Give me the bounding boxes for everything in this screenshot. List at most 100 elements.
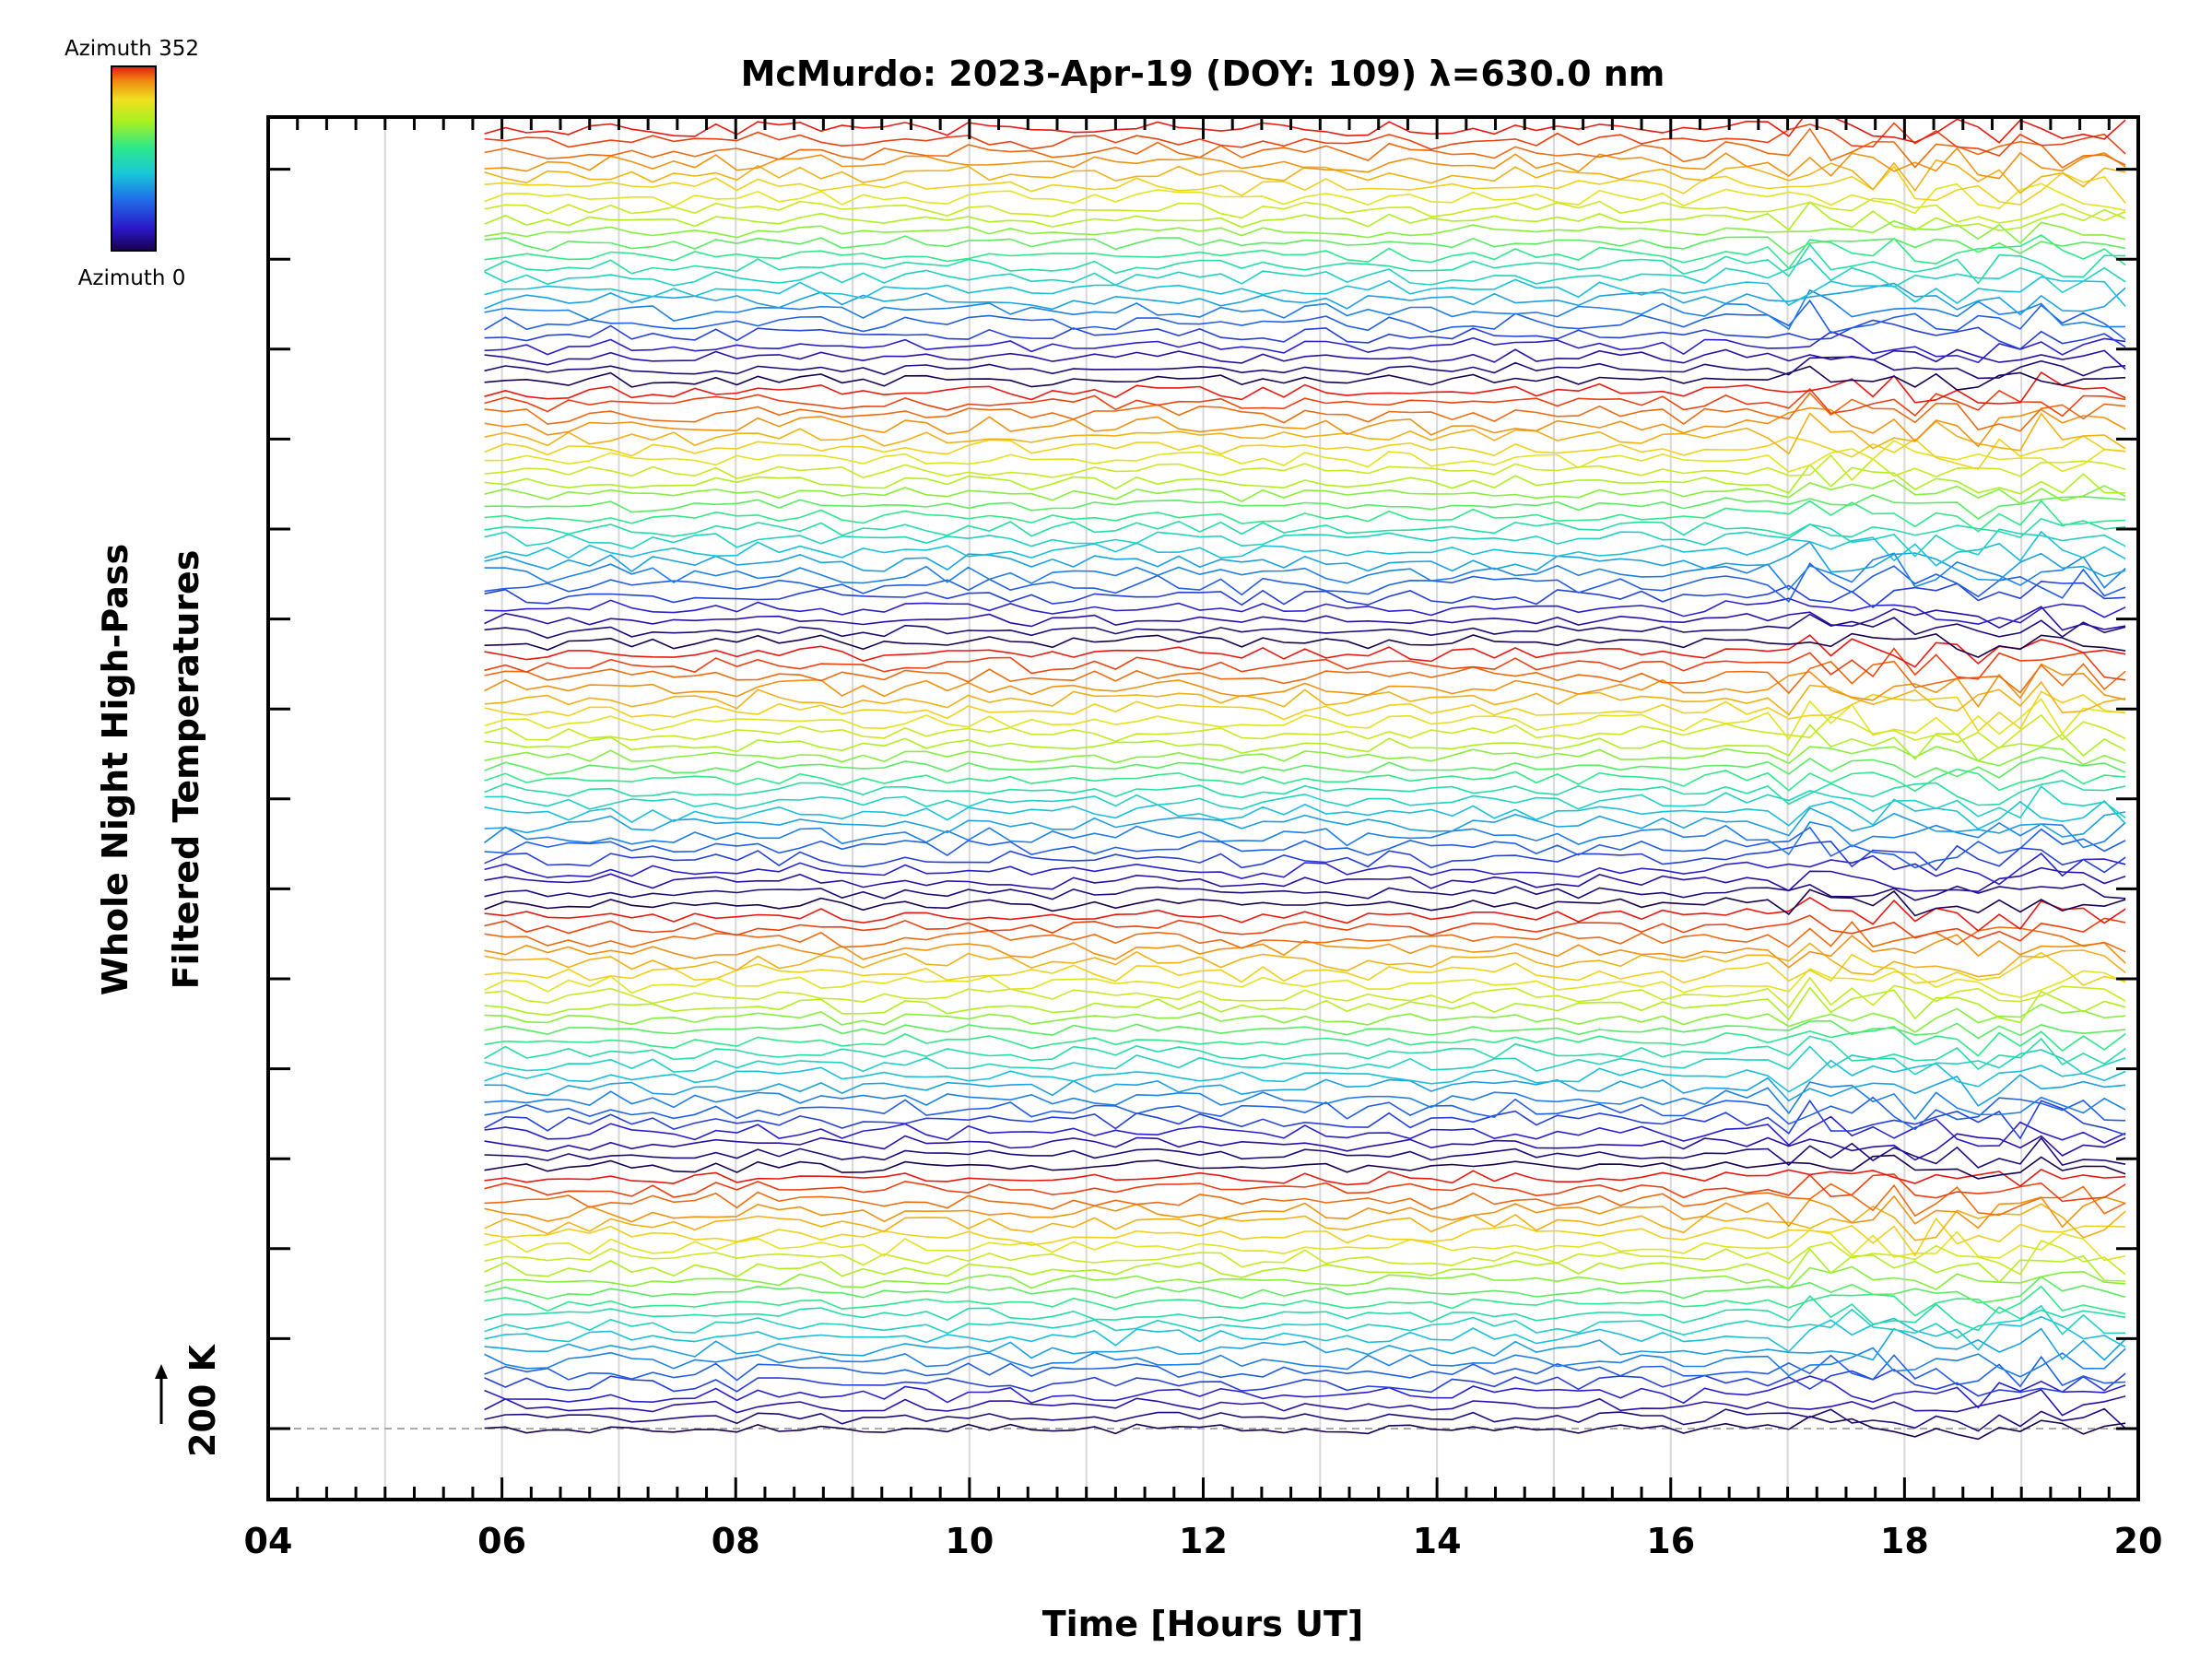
y-reference-indicator: 200 K [155, 1343, 223, 1457]
temperature-trace [484, 690, 2126, 733]
temperature-trace [484, 552, 2126, 591]
temperature-trace [484, 756, 2126, 779]
temperature-trace [484, 1327, 2126, 1361]
temperature-trace [484, 234, 2126, 270]
temperature-trace [484, 524, 2126, 558]
temperature-trace [484, 348, 2126, 371]
temperature-trace [484, 768, 2126, 793]
temperature-trace [484, 1415, 2126, 1441]
temperature-trace [484, 200, 2126, 231]
temperature-trace [484, 197, 2126, 224]
temperature-trace [484, 288, 2126, 331]
temperature-trace [484, 1059, 2126, 1093]
x-tick-label: 16 [1646, 1521, 1695, 1561]
temperature-trace [484, 1304, 2126, 1339]
y-reference-arrowhead [155, 1364, 168, 1379]
temperature-trace [484, 530, 2126, 567]
temperature-trace [484, 1099, 2126, 1140]
temperature-trace [484, 1407, 2126, 1432]
temperature-trace [484, 1154, 2126, 1180]
temperature-trace [484, 219, 2126, 244]
temperature-trace [484, 356, 2126, 380]
temperature-trace [484, 331, 2126, 364]
temperature-trace [484, 1217, 2126, 1257]
temperature-trace [484, 1203, 2126, 1241]
temperature-trace [484, 921, 2126, 953]
temperature-trace [484, 724, 2126, 762]
temperature-trace [484, 117, 2126, 144]
temperature-trace [484, 147, 2126, 180]
temperature-trace [484, 1168, 2126, 1187]
x-axis-label: Time [Hours UT] [1042, 1604, 1364, 1644]
temperature-trace [484, 663, 2126, 708]
y-axis-label-line1: Whole Night High-Pass [95, 544, 135, 995]
temperature-trace [484, 647, 2126, 681]
temperature-trace [484, 746, 2126, 767]
temperature-trace [484, 1240, 2126, 1276]
temperature-trace [484, 299, 2126, 341]
colorbar: Azimuth 352 Azimuth 0 [65, 37, 199, 290]
temperature-trace [484, 914, 2126, 942]
temperature-trace [484, 597, 2126, 626]
temperature-trace [484, 1315, 2126, 1353]
temperature-trace [484, 1354, 2126, 1388]
temperature-trace [484, 500, 2126, 533]
temperature-trace [484, 392, 2126, 432]
temperature-trace [484, 122, 2126, 157]
colorbar-gradient [111, 65, 157, 252]
x-tick-label: 18 [1880, 1521, 1929, 1561]
temperature-trace [484, 257, 2126, 294]
temperature-trace [484, 276, 2126, 308]
temperature-trace [484, 986, 2126, 1024]
temperature-trace [484, 826, 2126, 869]
temperature-trace [484, 319, 2126, 350]
temperature-trace [484, 1035, 2126, 1071]
temperature-trace [484, 517, 2126, 538]
temperature-trace [484, 1074, 2126, 1107]
chart-title: McMurdo: 2023-Apr-19 (DOY: 109) λ=630.0 … [741, 53, 1665, 94]
temperature-trace [484, 1173, 2126, 1203]
temperature-trace [484, 235, 2126, 255]
temperature-trace [484, 853, 2126, 886]
temperature-trace [484, 632, 2126, 658]
temperature-trace [484, 613, 2126, 640]
temperature-trace [484, 1194, 2126, 1230]
temperature-trace [484, 1003, 2126, 1033]
temperature-trace [484, 1375, 2126, 1409]
colorbar-top-label: Azimuth 352 [65, 37, 199, 61]
temperature-trace [484, 934, 2126, 969]
x-tick-label: 06 [477, 1521, 526, 1561]
temperature-trace [484, 968, 2126, 998]
temperature-trace [484, 1285, 2126, 1317]
temperature-trace [484, 634, 2126, 668]
x-tick-label: 04 [244, 1521, 293, 1561]
y-reference-label: 200 K [182, 1343, 223, 1457]
temperature-trace [484, 371, 2126, 405]
temperature-trace [484, 1136, 2126, 1169]
temperature-trace [484, 1045, 2126, 1076]
temperature-trace [484, 896, 2126, 933]
temperature-trace [484, 785, 2126, 819]
temperature-trace [484, 1026, 2126, 1057]
temperature-trace [484, 976, 2126, 1009]
temperature-trace [484, 127, 2126, 169]
temperature-trace [484, 820, 2126, 856]
temperature-trace [484, 1388, 2126, 1417]
temperature-trace [484, 866, 2126, 893]
temperature-trace [484, 540, 2126, 582]
temperature-trace [484, 1229, 2126, 1262]
temperature-trace [484, 453, 2126, 481]
axis-ticks [266, 117, 2140, 1500]
temperature-trace [484, 806, 2126, 838]
temperature-trace [484, 182, 2126, 215]
x-tick-label: 20 [2114, 1521, 2163, 1561]
temperature-trace [484, 165, 2126, 206]
temperature-trace [484, 494, 2126, 520]
x-tick-labels: 04 06 08 10 12 14 16 18 20 [244, 1521, 2163, 1561]
temperature-trace [484, 798, 2126, 830]
temperature-trace [484, 243, 2126, 285]
temperature-trace [484, 713, 2126, 749]
y-axis-label-line2: Filtered Temperatures [166, 550, 206, 990]
temperature-trace [484, 562, 2126, 603]
colorbar-bottom-label: Azimuth 0 [78, 266, 186, 290]
